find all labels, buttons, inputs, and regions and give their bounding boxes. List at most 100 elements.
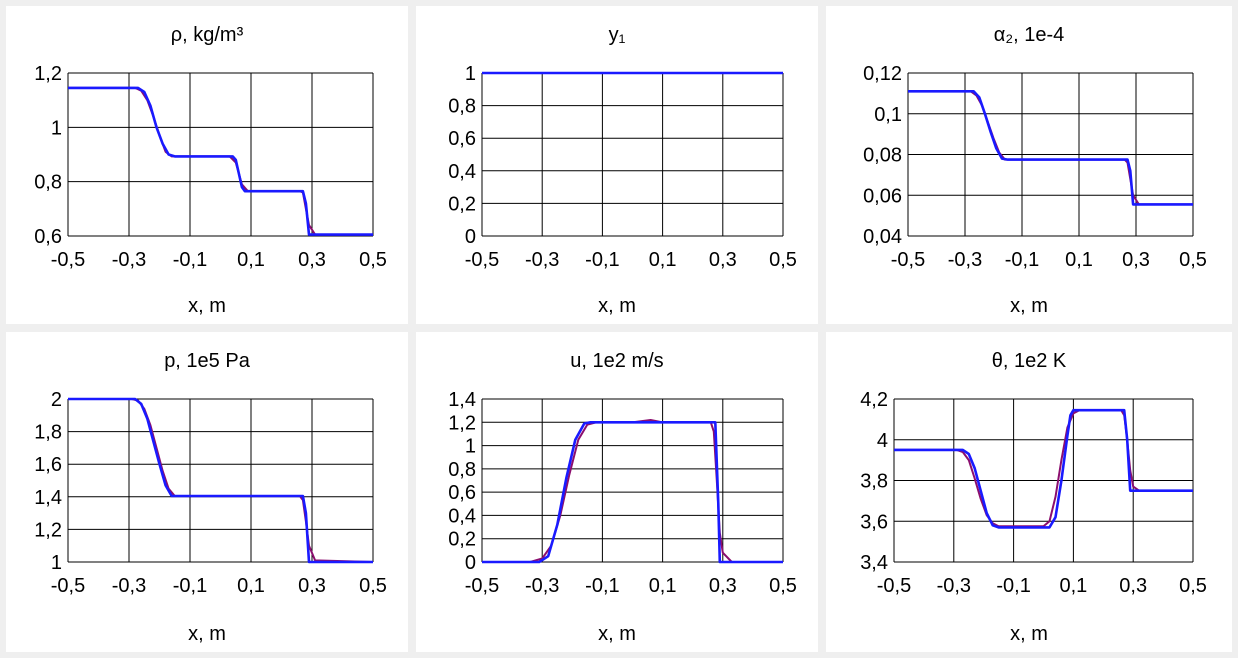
chart-title-pressure: p, 1e5 Pa bbox=[164, 350, 250, 372]
x-tick-label: -0,1 bbox=[173, 575, 207, 597]
y-tick-label: 0,04 bbox=[863, 226, 902, 248]
x-tick-label: 0,3 bbox=[298, 575, 326, 597]
x-tick-label: 0,1 bbox=[237, 575, 265, 597]
x-tick-label: 0,5 bbox=[1179, 575, 1207, 597]
y-tick-label: 2 bbox=[51, 389, 62, 411]
series-line-blue bbox=[894, 408, 1193, 529]
chart-panel-velocity: -0,5 -0,3 -0,1 0,1 0,3 0,5 0 0,2 0,4 0,6 0,8 1 1,2 1,… bbox=[416, 332, 818, 652]
chart-title-temperature: θ, 1e2 K bbox=[991, 350, 1067, 372]
series-line-blue bbox=[68, 397, 373, 564]
y-tick-label: 0,8 bbox=[448, 459, 476, 481]
y-tick-label: 1 bbox=[465, 436, 476, 458]
series-line-purple bbox=[908, 90, 1193, 206]
y-tick-label: 1,2 bbox=[34, 63, 62, 85]
y-tick-label: 1 bbox=[465, 63, 476, 85]
x-tick-label: 0,1 bbox=[1059, 575, 1087, 597]
chart-panel-y1: -0,5 -0,3 -0,1 0,1 0,3 0,5 0 0,2 0,4 0,6 0,8 1 y₁ x… bbox=[416, 6, 818, 324]
chart-title-velocity: u, 1e2 m/s bbox=[570, 350, 664, 372]
x-tick-label: -0,5 bbox=[465, 575, 499, 597]
x-axis-label-y1: x, m bbox=[598, 295, 636, 317]
series-line-purple bbox=[68, 398, 374, 563]
x-tick-label: -0,5 bbox=[891, 249, 925, 271]
chart-panel-temperature: -0,5 -0,3 -0,1 0,1 0,3 0,5 3,4 3,6 3,8 4 4,2 θ, 1e… bbox=[826, 332, 1232, 652]
x-tick-label: 0,1 bbox=[1065, 249, 1093, 271]
x-tick-label: 0,5 bbox=[769, 249, 797, 271]
chart-svg-density: -0,5 -0,3 -0,1 0,1 0,3 0,5 0,6 0,8 1 1,2 bbox=[34, 63, 387, 271]
x-tick-label: -0,5 bbox=[51, 575, 85, 597]
y-tick-label: 3,6 bbox=[860, 511, 888, 533]
x-axis-label-temperature: x, m bbox=[1010, 623, 1048, 645]
x-tick-label: -0,3 bbox=[525, 575, 559, 597]
y-tick-label: 0,06 bbox=[863, 185, 902, 207]
y-tick-label: 1,4 bbox=[34, 487, 62, 509]
chart-panel-pressure: -0,5 -0,3 -0,1 0,1 0,3 0,5 1 1,2 1,4 1,6 1,8 2 p, 1… bbox=[6, 332, 408, 652]
y-tick-label: 0,6 bbox=[448, 482, 476, 504]
y-tick-label: 1 bbox=[51, 552, 62, 574]
y-tick-label: 1,2 bbox=[34, 519, 62, 541]
series-line-blue bbox=[908, 90, 1193, 206]
series-line-blue bbox=[482, 421, 783, 564]
chart-svg-y1: -0,5 -0,3 -0,1 0,1 0,3 0,5 0 0,2 0,4 0,6 0,8 1 bbox=[448, 63, 797, 271]
x-tick-label: -0,1 bbox=[996, 575, 1030, 597]
y-tick-label: 0,2 bbox=[448, 193, 476, 215]
x-tick-label: 0,3 bbox=[1122, 249, 1150, 271]
x-tick-label: 0,1 bbox=[237, 249, 265, 271]
chart-panel-alpha2: -0,5 -0,3 -0,1 0,1 0,3 0,5 0,04 0,06 0,08 0,1 0,12… bbox=[826, 6, 1232, 324]
series-line-blue bbox=[68, 86, 373, 236]
y-tick-label: 3,4 bbox=[860, 552, 888, 574]
y-tick-label: 0,1 bbox=[874, 104, 902, 126]
y-tick-label: 0,6 bbox=[34, 226, 62, 248]
y-tick-label: 0,12 bbox=[863, 63, 902, 85]
y-tick-label: 0,8 bbox=[34, 172, 62, 194]
x-tick-label: -0,1 bbox=[1005, 249, 1039, 271]
y-tick-label: 1,2 bbox=[448, 412, 476, 434]
series-line-purple bbox=[482, 419, 783, 563]
y-tick-label: 0,4 bbox=[448, 505, 476, 527]
x-tick-label: 0,5 bbox=[359, 575, 387, 597]
chart-title-density: ρ, kg/m³ bbox=[170, 24, 244, 46]
chart-panel-density: -0,5 -0,3 -0,1 0,1 0,3 0,5 0,6 0,8 1 1,2 ρ, kg/m³… bbox=[6, 6, 408, 324]
chart-svg-velocity: -0,5 -0,3 -0,1 0,1 0,3 0,5 00,20,40,60,811,21,… bbox=[448, 389, 797, 597]
y-tick-label: 3,8 bbox=[860, 471, 888, 493]
chart-svg-alpha2: -0,5 -0,3 -0,1 0,1 0,3 0,5 0,04 0,06 0,08 0,1 0,12 bbox=[863, 63, 1207, 271]
x-tick-label: -0,3 bbox=[937, 575, 971, 597]
x-tick-label: -0,1 bbox=[585, 575, 619, 597]
x-tick-label: 0,3 bbox=[709, 575, 737, 597]
series-line-purple bbox=[68, 86, 373, 236]
x-tick-label: -0,1 bbox=[173, 249, 207, 271]
y-tick-label: 0,4 bbox=[448, 161, 476, 183]
chart-title-alpha2: α₂, 1e-4 bbox=[993, 24, 1065, 46]
x-tick-label: -0,5 bbox=[51, 249, 85, 271]
chart-title-y1: y₁ bbox=[608, 24, 626, 46]
y-tick-label: 0,08 bbox=[863, 145, 902, 167]
y-tick-label: 0,2 bbox=[448, 529, 476, 551]
x-axis-label-pressure: x, m bbox=[188, 623, 226, 645]
x-tick-label: 0,5 bbox=[359, 249, 387, 271]
x-tick-label: -0,1 bbox=[585, 249, 619, 271]
y-tick-label: 0 bbox=[465, 226, 476, 248]
series-line-purple bbox=[894, 409, 1193, 528]
chart-svg-temperature: -0,5 -0,3 -0,1 0,1 0,3 0,5 3,4 3,6 3,8 4 4,2 bbox=[860, 389, 1207, 597]
y-tick-label: 1,4 bbox=[448, 389, 476, 411]
x-tick-label: 0,1 bbox=[649, 575, 677, 597]
x-tick-label: 0,3 bbox=[298, 249, 326, 271]
x-tick-label: -0,5 bbox=[877, 575, 911, 597]
y-tick-label: 1 bbox=[51, 117, 62, 139]
y-tick-label: 0 bbox=[465, 552, 476, 574]
x-axis-label-alpha2: x, m bbox=[1010, 295, 1048, 317]
chart-svg-pressure: -0,5 -0,3 -0,1 0,1 0,3 0,5 1 1,2 1,4 1,6 1,8 2 bbox=[34, 389, 387, 597]
y-tick-label: 4,2 bbox=[860, 389, 888, 411]
x-tick-label: 0,3 bbox=[1119, 575, 1147, 597]
y-tick-label: 1,8 bbox=[34, 422, 62, 444]
y-tick-label: 1,6 bbox=[34, 454, 62, 476]
x-axis-label-density: x, m bbox=[188, 295, 226, 317]
y-tick-label: 4 bbox=[877, 430, 888, 452]
x-tick-label: -0,3 bbox=[948, 249, 982, 271]
x-tick-label: -0,5 bbox=[465, 249, 499, 271]
y-tick-label: 0,8 bbox=[448, 96, 476, 118]
y-tick-label: 0,6 bbox=[448, 128, 476, 150]
x-tick-label: 0,3 bbox=[709, 249, 737, 271]
x-axis-label-velocity: x, m bbox=[598, 623, 636, 645]
x-tick-label: 0,5 bbox=[769, 575, 797, 597]
x-tick-label: -0,3 bbox=[112, 575, 146, 597]
